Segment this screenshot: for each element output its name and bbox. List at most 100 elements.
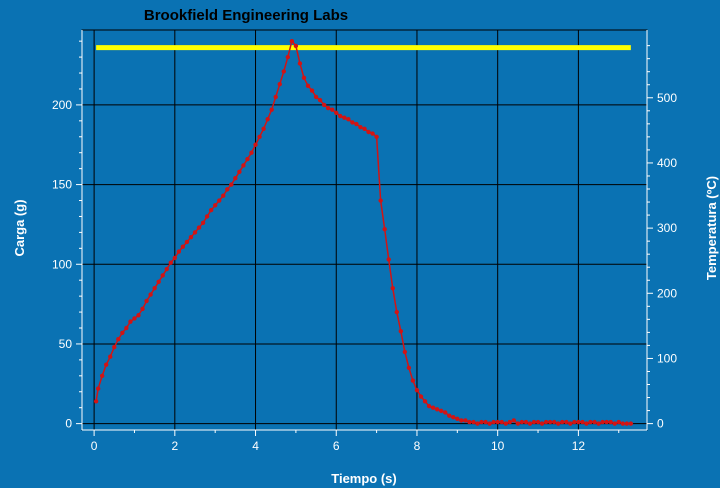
x-tick-label: 4 (252, 439, 259, 453)
carga-point (354, 121, 359, 127)
carga-point (386, 257, 391, 262)
left-axis: 0 50 100 150 200 (52, 30, 83, 431)
carga-point (487, 421, 492, 426)
carga-point (479, 419, 484, 425)
carga-point (156, 279, 161, 284)
carga-point (297, 61, 303, 66)
y-tick-label: 100 (52, 257, 72, 271)
carga-point (136, 313, 141, 318)
carga-point (596, 421, 601, 426)
carga-point (128, 319, 133, 324)
carga-point (325, 105, 331, 111)
carga-point (475, 421, 480, 426)
carga-point (584, 421, 589, 426)
carga-point (434, 407, 440, 412)
carga-point (418, 394, 424, 399)
x-tick-label: 2 (171, 439, 178, 453)
carga-point (362, 126, 367, 132)
carga-point (374, 134, 379, 139)
carga-point (370, 131, 375, 136)
carga-point (293, 43, 299, 49)
carga-point (430, 405, 436, 410)
carga-point (455, 416, 460, 422)
carga-point (225, 187, 230, 192)
carga-point (196, 225, 202, 230)
carga-point (560, 419, 565, 425)
carga-point (414, 387, 420, 393)
carga-point (132, 316, 137, 321)
carga-point (499, 419, 504, 425)
carga-point (176, 249, 182, 254)
carga-point (358, 125, 363, 130)
y-tick-label: 200 (52, 98, 72, 112)
carga-point (330, 107, 335, 112)
carga-point (188, 234, 194, 240)
x-tick-label: 10 (491, 439, 505, 453)
carga-point (233, 176, 238, 181)
carga-point (600, 419, 605, 425)
carga-point (588, 419, 593, 425)
carga-point (249, 150, 254, 155)
carga-point (382, 227, 387, 232)
carga-point (491, 419, 496, 425)
bottom-axis: 0 2 4 6 8 10 12 (82, 429, 647, 453)
carga-point (301, 75, 307, 81)
carga-point (527, 421, 533, 426)
carga-point (438, 408, 444, 414)
carga-point (515, 421, 521, 426)
carga-point (467, 419, 472, 425)
carga-point (164, 266, 169, 272)
carga-point (394, 309, 399, 315)
carga-point (289, 38, 295, 44)
carga-point (547, 419, 553, 425)
y-axis-title: Carga (g) (12, 199, 27, 256)
carga-point (237, 169, 242, 175)
y2-tick-label: 500 (657, 91, 677, 105)
carga-point (592, 419, 597, 425)
carga-point (608, 419, 613, 425)
carga-point (463, 418, 468, 423)
carga-point (204, 214, 210, 219)
carga-point (580, 419, 585, 425)
carga-point (200, 220, 206, 226)
y-tick-label: 150 (52, 178, 72, 192)
carga-point (152, 285, 157, 291)
carga-point (273, 94, 278, 100)
carga-point (346, 117, 351, 122)
x-tick-label: 6 (333, 439, 340, 453)
carga-point (95, 386, 101, 391)
carga-point (543, 419, 549, 425)
carga-point (168, 260, 173, 265)
chart-title: Brookfield Engineering Labs (144, 7, 348, 24)
carga-point (208, 207, 214, 213)
carga-point (390, 285, 395, 291)
carga-point (281, 69, 286, 74)
carga-point (551, 419, 557, 425)
carga-point (160, 273, 165, 278)
carga-point (313, 94, 319, 100)
carga-point (269, 107, 274, 112)
carga-point (120, 330, 125, 335)
y2-tick-label: 200 (657, 286, 677, 300)
carga-point (93, 399, 99, 404)
carga-point (99, 373, 105, 379)
y-tick-label: 50 (59, 337, 73, 351)
carga-point (568, 421, 573, 426)
carga-point (406, 365, 412, 371)
carga-point (366, 129, 371, 135)
y-tick-label: 0 (65, 417, 72, 431)
x-tick-label: 12 (572, 439, 586, 453)
x-tick-label: 8 (414, 439, 421, 453)
carga-point (116, 336, 121, 342)
carga-point (342, 115, 347, 120)
carga-point (317, 97, 323, 103)
carga-point (426, 403, 432, 409)
carga-point (564, 419, 569, 425)
right-axis: 0 100 200 300 400 500 (646, 30, 677, 431)
carga-point (620, 421, 625, 426)
carga-point (410, 378, 416, 383)
carga-point (503, 421, 508, 426)
carga-point (257, 134, 262, 139)
carga-point (334, 110, 339, 116)
